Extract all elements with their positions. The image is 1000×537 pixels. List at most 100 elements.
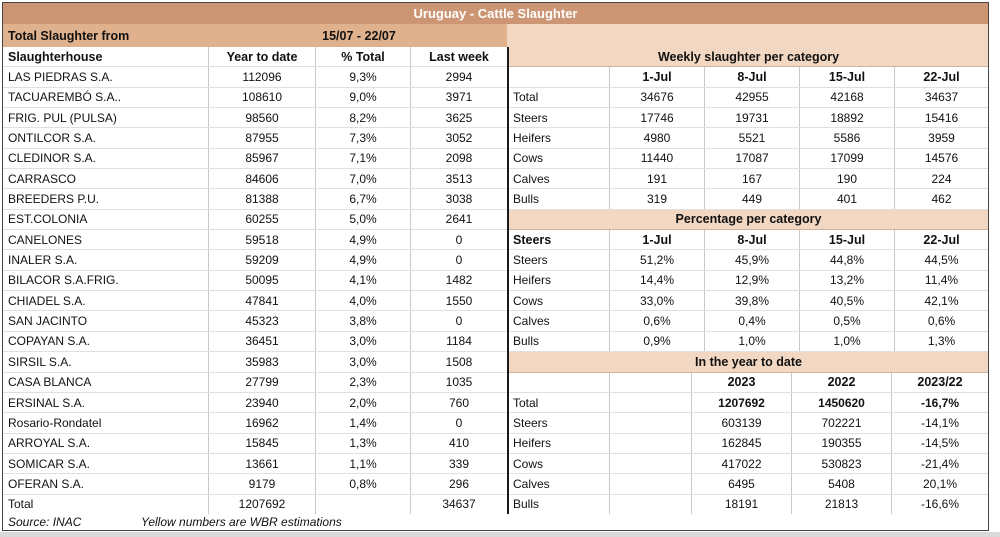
value-cell: -16,6% bbox=[920, 497, 960, 512]
pct-total-value: 9,3% bbox=[316, 67, 411, 87]
year-to-date-value: 45323 bbox=[209, 311, 316, 331]
value-cell: 1450620 bbox=[792, 392, 892, 413]
slaughterhouse-name: LAS PIEDRAS S.A. bbox=[3, 67, 209, 87]
category-label: Bulls bbox=[509, 331, 610, 352]
pct-total-value: 7,0% bbox=[316, 169, 411, 189]
pct-total-value: 1,1% bbox=[316, 453, 411, 474]
period-row-right bbox=[507, 24, 988, 47]
value-cell: 191 bbox=[610, 169, 705, 189]
tables-body: Slaughterhouse Year to date% Total Last we… bbox=[3, 47, 988, 514]
source-label: Source: INAC bbox=[8, 515, 82, 529]
category-label: Cows bbox=[509, 453, 610, 474]
value-cell: 0,6% bbox=[610, 311, 705, 331]
category-label: Calves bbox=[509, 311, 610, 331]
value-cell: -21,4% bbox=[920, 456, 960, 471]
slaughterhouse-name: SOMICAR S.A. bbox=[3, 453, 209, 474]
pct-total-value: 9,0% bbox=[316, 87, 411, 108]
slaughterhouse-name: CASA BLANCA bbox=[3, 372, 209, 392]
table-row: CARRASCO 84606 7,0% 3513 bbox=[3, 169, 507, 190]
last-week-value: 0 bbox=[455, 253, 463, 268]
year-to-date-value: 59518 bbox=[209, 230, 316, 250]
last-week-value: 2098 bbox=[445, 151, 473, 166]
left-table-header-row: Slaughterhouse Year to date% Total Last we… bbox=[3, 47, 507, 68]
slaughterhouse-name: CARRASCO bbox=[3, 169, 209, 189]
table-row: COPAYAN S.A. 36451 3,0% 1184 bbox=[3, 331, 507, 353]
column-header: 1-Jul bbox=[610, 230, 705, 250]
total-row: Total 1207692 34637 bbox=[3, 494, 507, 514]
footer-row: Source: INAC Yellow numbers are WBR esti… bbox=[3, 514, 988, 530]
table-row: Bulls 18191 21813 -16,6% bbox=[509, 494, 988, 514]
spacer-cell bbox=[610, 413, 692, 433]
year-to-date-value: 81388 bbox=[209, 189, 316, 209]
slaughterhouse-name: ONTILCOR S.A. bbox=[3, 128, 209, 148]
table-row: EST.COLONIA 60255 5,0% 2641 bbox=[3, 209, 507, 231]
table-row: Heifers 14,4% 12,9% 13,2% 11,4% bbox=[509, 270, 988, 292]
slaughterhouse-name: BREEDERS P.U. bbox=[3, 189, 209, 209]
value-cell: 44,5% bbox=[924, 253, 959, 268]
section-header: Weekly slaughter per category bbox=[509, 47, 988, 68]
table-row: Cows 11440 17087 17099 14576 bbox=[509, 148, 988, 170]
table-row: Steers 603139 702221 -14,1% bbox=[509, 413, 988, 434]
spacer-cell bbox=[610, 392, 692, 413]
year-to-date-value: 98560 bbox=[209, 108, 316, 128]
value-cell: 11440 bbox=[610, 148, 705, 169]
last-week-value: 2641 bbox=[445, 212, 473, 227]
last-week-value: 1482 bbox=[445, 273, 473, 288]
last-week-value: 760 bbox=[448, 395, 470, 410]
pct-total-value: 8,2% bbox=[316, 108, 411, 128]
table-row: Bulls 319 449 401 462 bbox=[509, 189, 988, 210]
value-cell: 33,0% bbox=[610, 291, 705, 311]
table-row: Steers 51,2% 45,9% 44,8% 44,5% bbox=[509, 250, 988, 271]
last-week-value: 0 bbox=[455, 314, 463, 329]
table-row: Calves 191 167 190 224 bbox=[509, 169, 988, 190]
slaughterhouse-name: CANELONES bbox=[3, 230, 209, 250]
category-label: Steers bbox=[509, 250, 610, 270]
table-row: Cows 33,0% 39,8% 40,5% 42,1% bbox=[509, 291, 988, 312]
category-label: Total bbox=[509, 87, 610, 108]
pct-total-value: 7,3% bbox=[316, 128, 411, 148]
right-header-row: 2023 2022 2023/22 bbox=[509, 372, 988, 393]
year-to-date-value: 35983 bbox=[209, 352, 316, 372]
pct-total-value: 3,0% bbox=[316, 352, 411, 372]
last-week-value: 34637 bbox=[442, 497, 476, 512]
year-to-date-value: 15845 bbox=[209, 433, 316, 453]
value-cell: 20,1% bbox=[922, 476, 958, 491]
last-week-value: 2994 bbox=[445, 70, 473, 85]
category-label: Heifers bbox=[509, 433, 610, 453]
table-row: Rosario-Rondatel 16962 1,4% 0 bbox=[3, 413, 507, 434]
last-week-value: 1508 bbox=[445, 354, 473, 369]
value-cell: 319 bbox=[610, 189, 705, 209]
last-week-value: 1035 bbox=[445, 375, 473, 390]
table-row: Bulls 0,9% 1,0% 1,0% 1,3% bbox=[509, 331, 988, 353]
pct-total-value: 5,0% bbox=[316, 209, 411, 230]
table-row: ERSINAL S.A. 23940 2,0% 760 bbox=[3, 392, 507, 414]
value-cell: -14,5% bbox=[920, 436, 960, 451]
slaughterhouse-name: CHIADEL S.A. bbox=[3, 291, 209, 311]
table-row: Heifers 162845 190355 -14,5% bbox=[509, 433, 988, 454]
pct-total-value: 1,3% bbox=[316, 433, 411, 453]
value-cell: 40,5% bbox=[800, 291, 895, 311]
column-header: 2023 bbox=[692, 372, 792, 392]
value-cell: 18892 bbox=[800, 108, 895, 128]
slaughterhouse-name: INALER S.A. bbox=[3, 250, 209, 270]
table-row: OFERAN S.A. 9179 0,8% 296 bbox=[3, 474, 507, 495]
year-to-date-value: 85967 bbox=[209, 148, 316, 169]
category-label: Total bbox=[509, 392, 610, 413]
table-row: Total 34676 42955 42168 34637 bbox=[509, 87, 988, 109]
table-row: CANELONES 59518 4,9% 0 bbox=[3, 230, 507, 251]
category-label: Calves bbox=[509, 474, 610, 494]
last-week-value: 0 bbox=[455, 232, 463, 247]
table-row: Steers 17746 19731 18892 15416 bbox=[509, 108, 988, 129]
slaughterhouse-name: SIRSIL S.A. bbox=[3, 352, 209, 372]
value-cell: 14576 bbox=[924, 151, 959, 166]
table-row: Total 1207692 1450620 -16,7% bbox=[509, 392, 988, 414]
column-header bbox=[610, 372, 692, 392]
pct-total-value: 3,8% bbox=[316, 311, 411, 331]
last-week-value: 3625 bbox=[445, 110, 473, 125]
value-cell: 0,9% bbox=[610, 331, 705, 352]
spacer-cell bbox=[610, 474, 692, 494]
year-to-date-value: 13661 bbox=[209, 453, 316, 474]
pct-total-value: 2,0% bbox=[316, 392, 411, 413]
value-cell: 1207692 bbox=[692, 392, 792, 413]
column-header: % Total bbox=[316, 47, 411, 67]
